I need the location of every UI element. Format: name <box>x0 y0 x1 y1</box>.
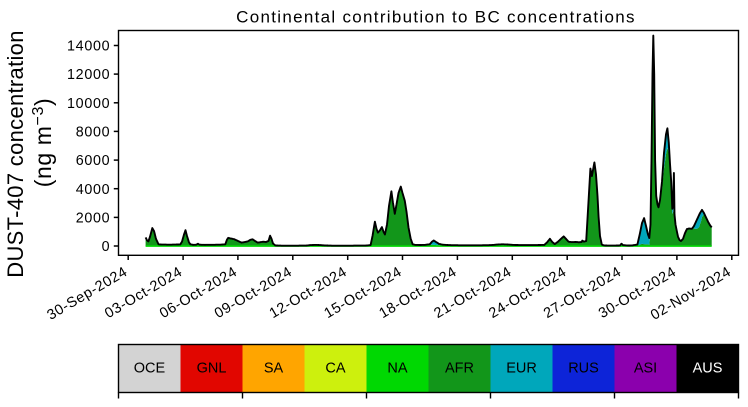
svg-text:Continental contribution to BC: Continental contribution to BC concentra… <box>236 8 636 27</box>
svg-text:ASI: ASI <box>634 361 657 377</box>
svg-text:SA: SA <box>264 361 284 377</box>
svg-text:RUS: RUS <box>568 361 599 377</box>
svg-text:AFR: AFR <box>445 361 474 377</box>
svg-text:6000: 6000 <box>76 153 111 169</box>
svg-text:DUST-407 concentration: DUST-407 concentration <box>3 30 28 278</box>
svg-text:OCE: OCE <box>134 361 166 377</box>
svg-text:CA: CA <box>325 361 345 377</box>
svg-text:8000: 8000 <box>76 125 111 141</box>
svg-text:2000: 2000 <box>76 211 111 227</box>
svg-text:EUR: EUR <box>506 361 537 377</box>
svg-text:AUS: AUS <box>693 361 723 377</box>
svg-text:4000: 4000 <box>76 182 111 198</box>
svg-text:NA: NA <box>387 361 407 377</box>
svg-text:0: 0 <box>102 239 111 255</box>
svg-text:14000: 14000 <box>67 39 110 55</box>
svg-text:10000: 10000 <box>67 96 110 112</box>
svg-text:12000: 12000 <box>67 67 110 83</box>
svg-text:GNL: GNL <box>197 361 227 377</box>
